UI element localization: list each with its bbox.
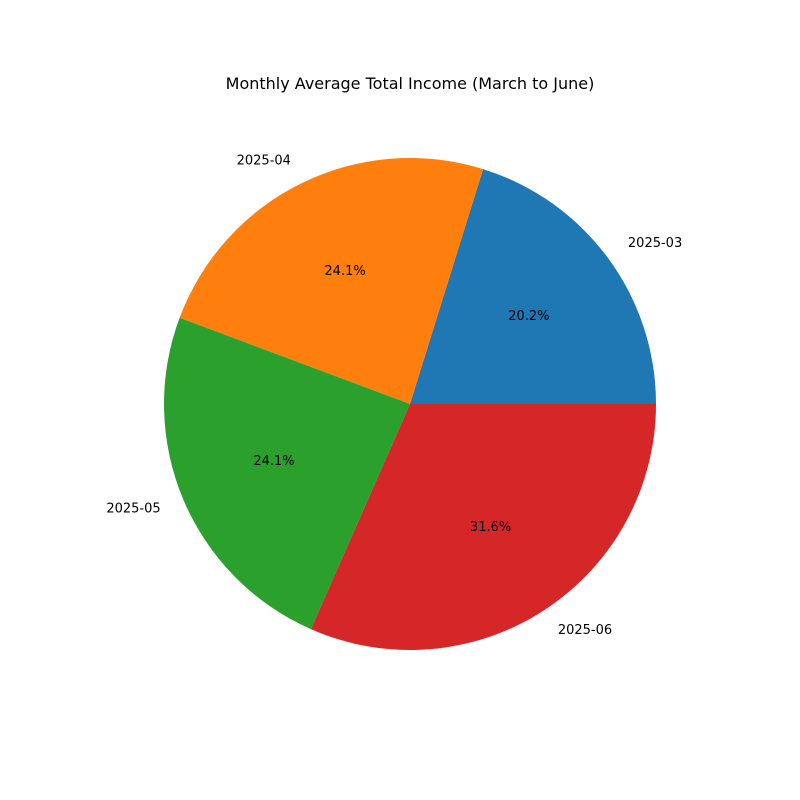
chart-title: Monthly Average Total Income (March to J… xyxy=(226,74,595,93)
pie-slice-2025-03 xyxy=(410,169,656,404)
percent-label-2025-06: 31.6% xyxy=(470,520,511,535)
pie-slice-2025-04 xyxy=(179,157,484,404)
pie-slice-2025-06 xyxy=(310,404,656,650)
slice-label-2025-03: 2025-03 xyxy=(628,236,682,251)
slice-label-2025-06: 2025-06 xyxy=(558,623,612,638)
category-labels: 2025-03 2025-04 2025-05 2025-06 xyxy=(106,153,682,638)
percent-label-2025-05: 24.1% xyxy=(253,454,294,469)
percent-labels: 20.2% 24.1% 24.1% 31.6% xyxy=(253,264,549,535)
pie-slices xyxy=(163,157,656,650)
slice-label-2025-04: 2025-04 xyxy=(237,153,291,168)
percent-label-2025-04: 24.1% xyxy=(324,264,365,279)
pie-slice-2025-05 xyxy=(163,317,410,630)
slice-label-2025-05: 2025-05 xyxy=(106,502,160,517)
percent-label-2025-03: 20.2% xyxy=(508,309,549,324)
